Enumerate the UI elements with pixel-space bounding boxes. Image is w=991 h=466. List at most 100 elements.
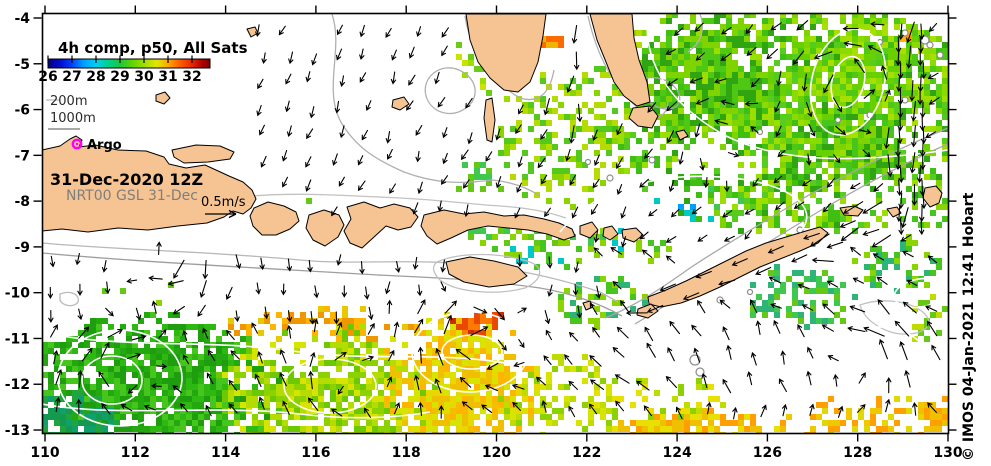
colorbar-tick-label: 31 <box>158 69 177 85</box>
sst-cells <box>618 246 672 264</box>
sst-cells <box>510 72 630 198</box>
colorbar-ticks: 26 27 28 29 30 31 32 <box>38 55 202 85</box>
sst-cells <box>786 18 948 168</box>
sst-cells <box>918 300 949 342</box>
sst-cells <box>504 354 612 434</box>
x-tick-label: 118 <box>392 445 421 461</box>
sst-cells <box>924 396 948 426</box>
bathymetry-contour-line <box>42 242 619 303</box>
sst-cells <box>42 396 114 434</box>
sst-cells <box>456 162 504 192</box>
sst-cells <box>606 168 672 216</box>
island-flores <box>420 209 576 245</box>
sst-cells <box>264 318 336 378</box>
colorbar-tick-label: 29 <box>110 69 129 85</box>
y-tick-label: -6 <box>14 103 30 119</box>
sst-cells <box>606 14 949 240</box>
sst-cells <box>480 228 570 246</box>
island-pantar <box>602 225 619 241</box>
sst-cells <box>384 318 540 434</box>
legend: 4h comp, p50, All Sats 26 27 28 29 30 31 32 20… <box>38 39 248 219</box>
sst-cells <box>738 36 792 72</box>
ssh-contour <box>283 358 377 414</box>
island-java <box>42 135 257 233</box>
island-sulawesi-se <box>589 14 651 107</box>
land-masses <box>42 14 943 319</box>
ssh-contours <box>42 14 949 427</box>
bathymetry-contour-line <box>42 252 623 317</box>
sst-cells <box>618 14 774 132</box>
x-tick-label: 124 <box>662 445 691 461</box>
sst-cells <box>354 300 420 336</box>
sst-cells <box>852 234 930 288</box>
sst-cells <box>450 312 504 336</box>
islet-outline <box>606 174 614 182</box>
plot-border <box>41 12 950 435</box>
sst-cells <box>540 36 564 48</box>
islet-outline <box>901 96 909 104</box>
sst-cells <box>618 240 666 252</box>
bathymetry-contour-line <box>432 253 541 293</box>
ssh-contour <box>863 340 905 366</box>
sst-cells <box>492 306 558 378</box>
sst-cells <box>804 396 930 434</box>
sst-cells <box>102 282 174 294</box>
depth-200m-label: 200m <box>50 94 87 109</box>
island-kangean <box>391 96 410 111</box>
islet-outline <box>901 29 909 37</box>
island-madura <box>171 144 235 164</box>
y-tick-label: -13 <box>5 423 30 439</box>
sst-cells <box>870 246 942 288</box>
colorbar-tick-label: 26 <box>38 69 57 85</box>
sst-cells <box>462 312 492 336</box>
sst-cells <box>570 276 648 318</box>
sst-cells <box>216 324 444 434</box>
islet-outline <box>695 367 705 377</box>
y-tick-label: -11 <box>5 331 30 347</box>
islet-outline <box>926 41 934 49</box>
sst-cells <box>678 132 762 186</box>
islet-outline <box>834 116 842 124</box>
island-selayar <box>483 97 496 143</box>
sst-cells <box>912 204 948 228</box>
island-alor <box>621 227 644 243</box>
sst-cells <box>498 78 630 198</box>
x-tick-label: 116 <box>301 445 330 461</box>
sst-cells <box>618 14 780 132</box>
ssh-contour <box>42 403 431 419</box>
island-wakatobi <box>675 129 689 141</box>
islet-outline <box>920 35 930 45</box>
vector-scale-label: 0.5m/s <box>201 195 246 210</box>
ssh-contour <box>829 326 927 388</box>
sst-cells <box>378 318 528 434</box>
island-sumbawa <box>343 201 419 249</box>
depth-1000m-label: 1000m <box>50 111 96 126</box>
x-tick-label: 126 <box>753 445 782 461</box>
y-tick-label: -12 <box>5 377 30 393</box>
y-tick-label: -9 <box>14 240 30 256</box>
island-rote <box>636 303 659 319</box>
ssh-contour <box>646 14 949 160</box>
sst-cells <box>468 228 558 246</box>
sst-cells <box>804 102 918 198</box>
bathymetry-contour-line <box>251 193 567 219</box>
sst-cells <box>618 14 774 132</box>
sst-cells <box>918 396 949 432</box>
sst-cells <box>588 234 606 246</box>
y-tick-label: -10 <box>5 286 31 302</box>
island-sumba <box>445 256 528 288</box>
sst-cells <box>510 360 612 426</box>
sst-cells <box>708 186 744 210</box>
sst-cells <box>42 324 270 434</box>
ssh-contour <box>81 355 143 405</box>
argo-label: Argo <box>87 138 122 153</box>
colorbar-tick-label: 30 <box>134 69 154 85</box>
ssh-contour <box>559 175 808 233</box>
ssh-contour <box>809 28 887 136</box>
x-tick-label: 122 <box>572 445 601 461</box>
colorbar-tick-label: 32 <box>182 69 201 85</box>
sst-cells <box>492 240 582 270</box>
sst-cells <box>630 408 786 434</box>
